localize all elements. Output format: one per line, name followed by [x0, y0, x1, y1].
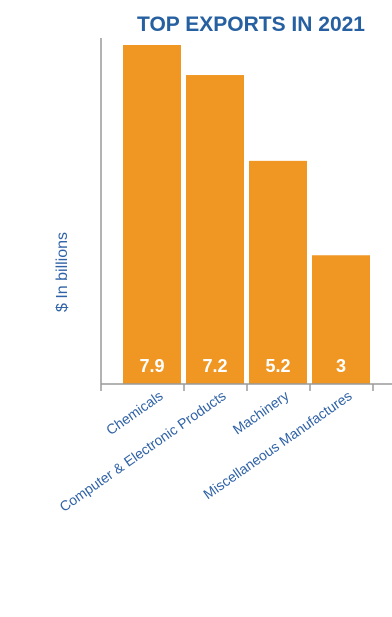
value-label-machinery: 5.2 [265, 356, 290, 376]
x-tick-label-chemicals: Chemicals [103, 387, 166, 438]
y-axis-label: $ In billions [54, 232, 71, 312]
chart-title: TOP EXPORTS IN 2021 [137, 13, 365, 36]
bar-miscellaneous-manufactures [312, 255, 370, 384]
bars-group: 7.9 7.2 5.2 3 [123, 45, 370, 385]
value-label-computer-and-electronic-products: 7.2 [202, 356, 227, 376]
bar-machinery [249, 160, 307, 384]
x-tick-label-machinery: Machinery [230, 387, 292, 437]
x-axis-ticks [100, 384, 374, 391]
value-label-miscellaneous-manufactures: 3 [336, 356, 346, 376]
bar-chemicals [123, 45, 181, 384]
bar-computer-and-electronic-products [186, 75, 244, 385]
value-label-chemicals: 7.9 [139, 356, 164, 376]
